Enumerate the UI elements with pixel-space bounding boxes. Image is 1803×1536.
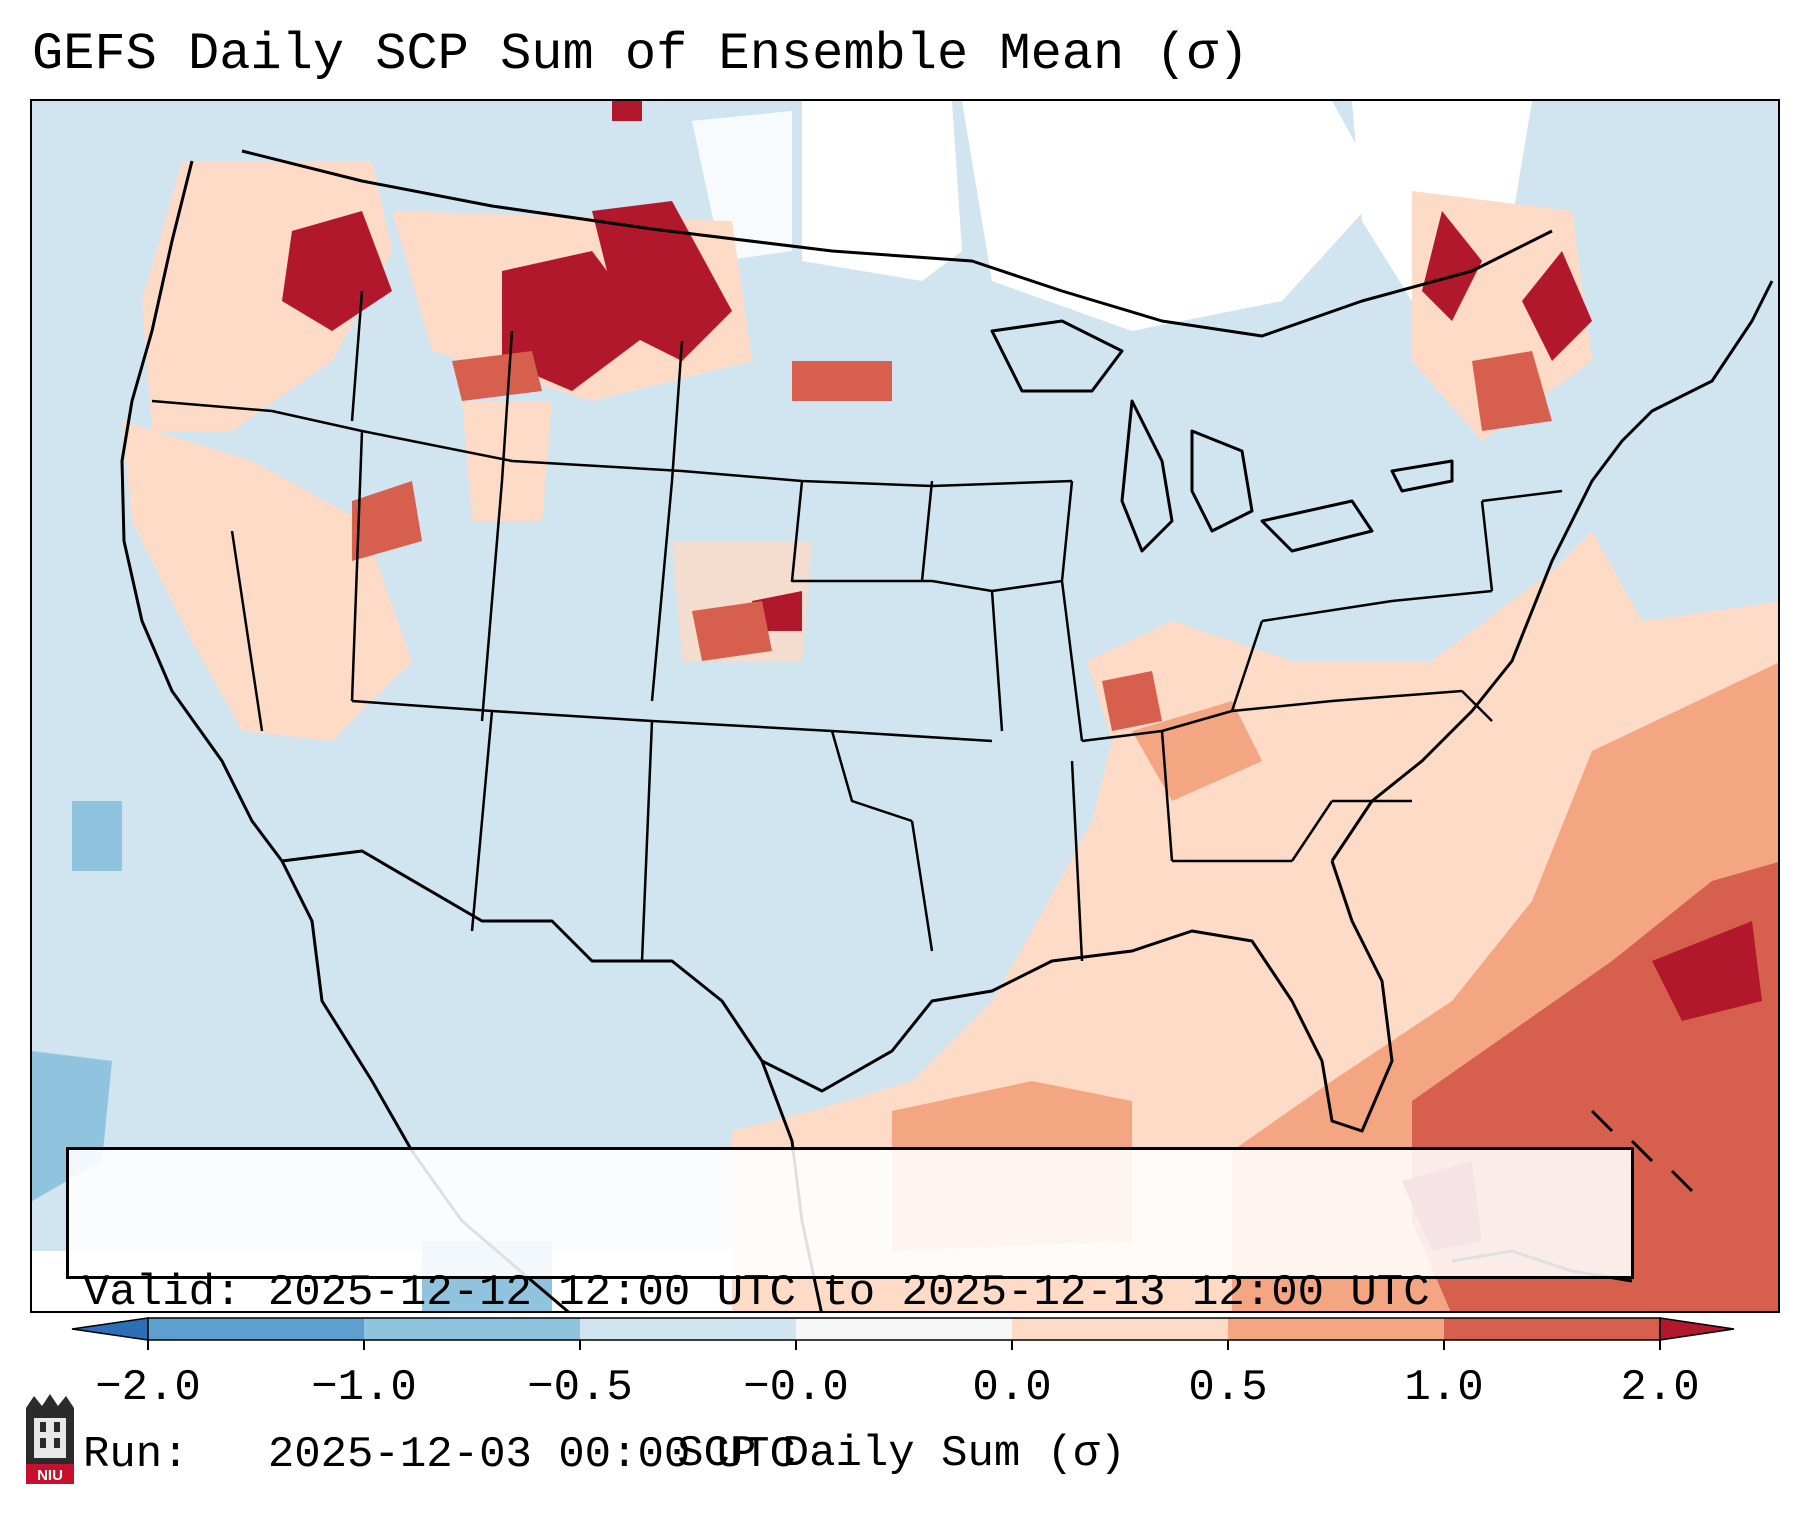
colorbar-segment xyxy=(1444,1318,1660,1340)
colorbar-tick-label: 0.0 xyxy=(972,1363,1052,1413)
colorbar-segment xyxy=(1012,1318,1228,1340)
colorbar-tick-label: −0.0 xyxy=(743,1363,849,1413)
mexico-border xyxy=(281,849,764,1062)
colorbar-segment xyxy=(796,1318,1012,1340)
colorbar-tick-label: 2.0 xyxy=(1620,1363,1700,1413)
colorbar-tick-label: 1.0 xyxy=(1404,1363,1484,1413)
colorbar-tick-label: 0.5 xyxy=(1188,1363,1268,1413)
east-coast xyxy=(1330,280,1774,862)
colorbar-segment xyxy=(1228,1318,1444,1340)
colorbar-segments xyxy=(71,1317,1735,1341)
west-coast xyxy=(120,160,284,862)
colorbar-extend-high xyxy=(1659,1317,1735,1341)
valid-run-info-box: Valid: 2025-12-12 12:00 UTC to 2025-12-1… xyxy=(66,1147,1634,1480)
map-title: GEFS Daily SCP Sum of Ensemble Mean (σ) xyxy=(32,25,1249,84)
colorbar-segment xyxy=(364,1318,580,1340)
canada-us-border xyxy=(241,149,1553,338)
map-panel[interactable] xyxy=(30,99,1780,1313)
colorbar-label: SCP Daily Sum (σ) xyxy=(677,1429,1126,1479)
map-boundaries xyxy=(120,149,1774,1311)
colorbar-tick-label: −1.0 xyxy=(311,1363,417,1413)
colorbar-tick-label: −0.5 xyxy=(527,1363,633,1413)
colorbar-segment xyxy=(148,1318,364,1340)
state-lines xyxy=(151,290,1563,962)
moderate-positive-patches xyxy=(352,351,1552,731)
run-time-text: Run: 2025-12-03 00:00 UTC xyxy=(83,1430,796,1480)
colorbar-extend-low xyxy=(71,1317,149,1341)
great-lakes xyxy=(990,319,1454,553)
scp-map xyxy=(32,101,1778,1311)
colorbar xyxy=(71,1317,1735,1350)
gulf-coast xyxy=(761,860,1394,1133)
niu-logo-text: NIU xyxy=(37,1467,63,1484)
colorbar-ticks xyxy=(147,1340,1661,1350)
colorbar-tick-label: −2.0 xyxy=(95,1363,201,1413)
valid-time-text: Valid: 2025-12-12 12:00 UTC to 2025-12-1… xyxy=(83,1268,1430,1318)
niu-logo: NIU xyxy=(26,1394,74,1484)
colorbar-segment xyxy=(580,1318,796,1340)
colorbar-outline xyxy=(147,1317,1661,1341)
